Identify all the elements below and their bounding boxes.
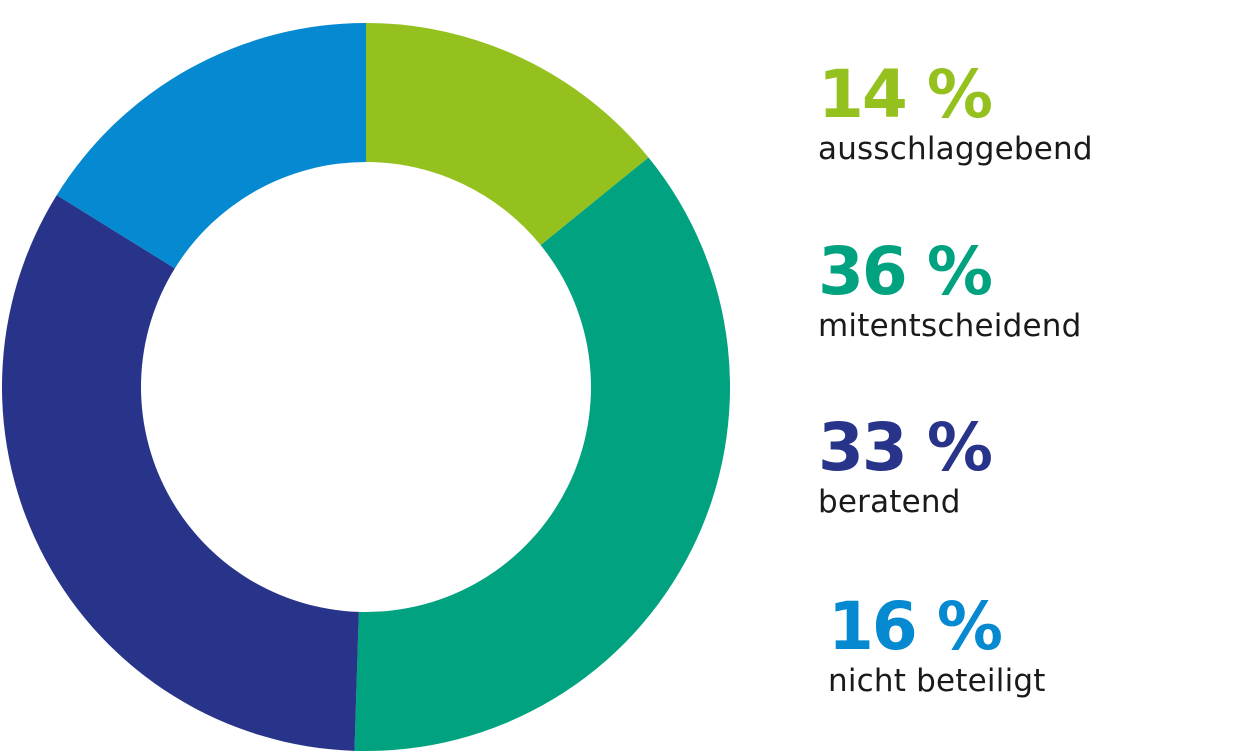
legend-value: 16 % [828,588,1003,665]
legend-item-nicht-beteiligt: 16 % nicht beteiligt [828,592,1046,700]
legend-item-ausschlaggebend: 14 % ausschlaggebend [818,60,1093,168]
legend-label: nicht beteiligt [828,663,1046,699]
donut-slices [2,23,730,752]
legend-label: beratend [818,484,961,520]
legend-item-mitentscheidend: 36 % mitentscheidend [818,237,1081,345]
legend-value: 33 % [818,409,993,486]
legend-value: 14 % [818,56,993,133]
donut-slice-mitentscheidend [354,157,730,752]
legend-item-beratend: 33 % beratend [818,409,993,521]
donut-slice-beratend [2,195,359,751]
legend-value: 36 % [818,233,993,310]
donut-slice-nicht-beteiligt [56,23,366,269]
legend-label: ausschlaggebend [818,131,1093,167]
donut-chart [2,23,730,752]
donut-slice-ausschlaggebend [366,23,649,246]
legend-label: mitentscheidend [818,308,1082,344]
